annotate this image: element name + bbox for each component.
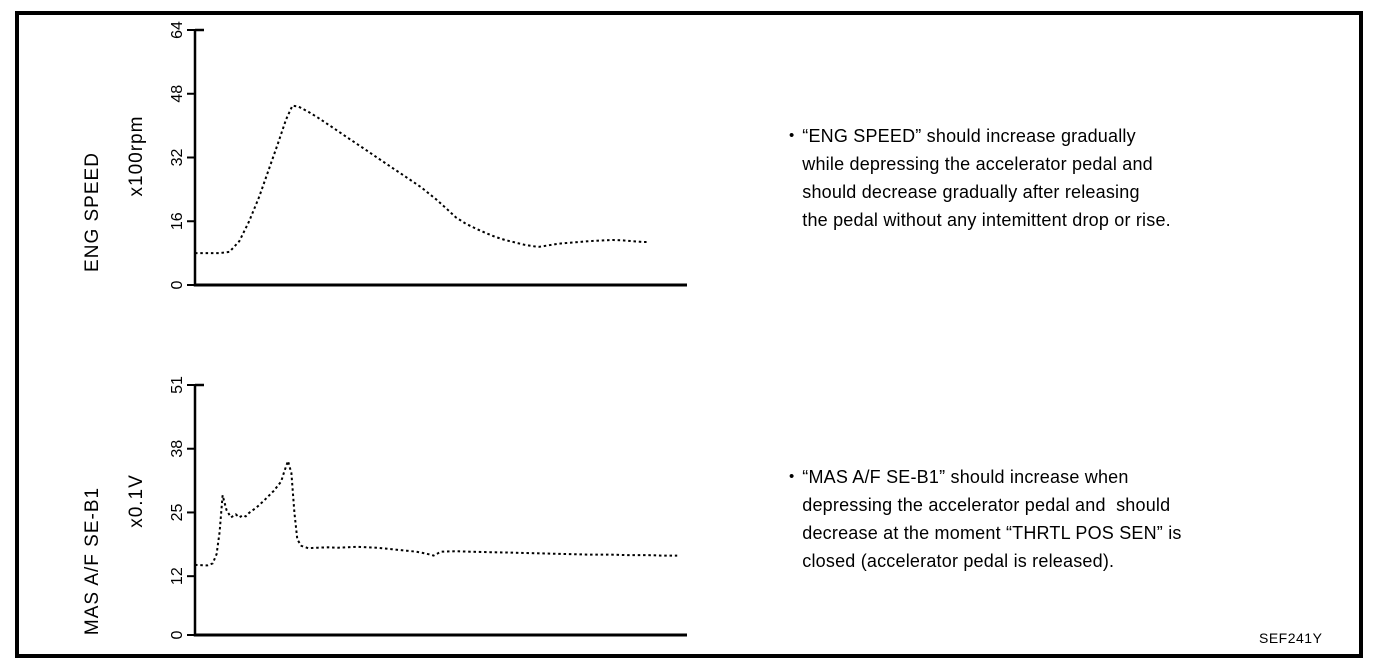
y-tick-label: 64: [169, 21, 186, 39]
bullet-icon: •: [789, 468, 795, 485]
signal-trace: [194, 457, 678, 567]
mas-af-chart: 0 12 25 38 51: [169, 376, 687, 639]
note-mas-af-text: “MAS A/F SE-B1” should increase when dep…: [802, 467, 1182, 571]
note-eng-speed: • “ENG SPEED” should increase gradually …: [789, 122, 1289, 234]
mas-af-unit-label: x0.1V: [126, 474, 147, 528]
y-tick-label: 48: [169, 85, 186, 103]
eng-speed-axis-label: ENG SPEED: [82, 152, 103, 272]
y-tick-label: 38: [169, 440, 186, 458]
note-mas-af: • “MAS A/F SE-B1” should increase when d…: [789, 463, 1299, 575]
y-tick-label: 51: [169, 376, 186, 394]
note-eng-speed-text: “ENG SPEED” should increase gradually wh…: [802, 126, 1171, 230]
y-tick-label: 0: [169, 630, 186, 639]
mas-af-axis-label: MAS A/F SE-B1: [82, 486, 103, 636]
y-tick-label: 32: [169, 149, 186, 167]
eng-speed-chart: 0 16 32 48 64: [169, 21, 687, 289]
y-tick-label: 12: [169, 567, 186, 585]
figure-code: SEF241Y: [1259, 630, 1323, 646]
signal-trace: [195, 104, 648, 255]
y-tick-label: 16: [169, 212, 186, 230]
eng-speed-unit-label: x100rpm: [126, 115, 147, 197]
figure-border: [15, 11, 1363, 658]
y-tick-label: 0: [169, 280, 186, 289]
bullet-icon: •: [789, 127, 795, 144]
y-tick-label: 25: [169, 503, 186, 521]
